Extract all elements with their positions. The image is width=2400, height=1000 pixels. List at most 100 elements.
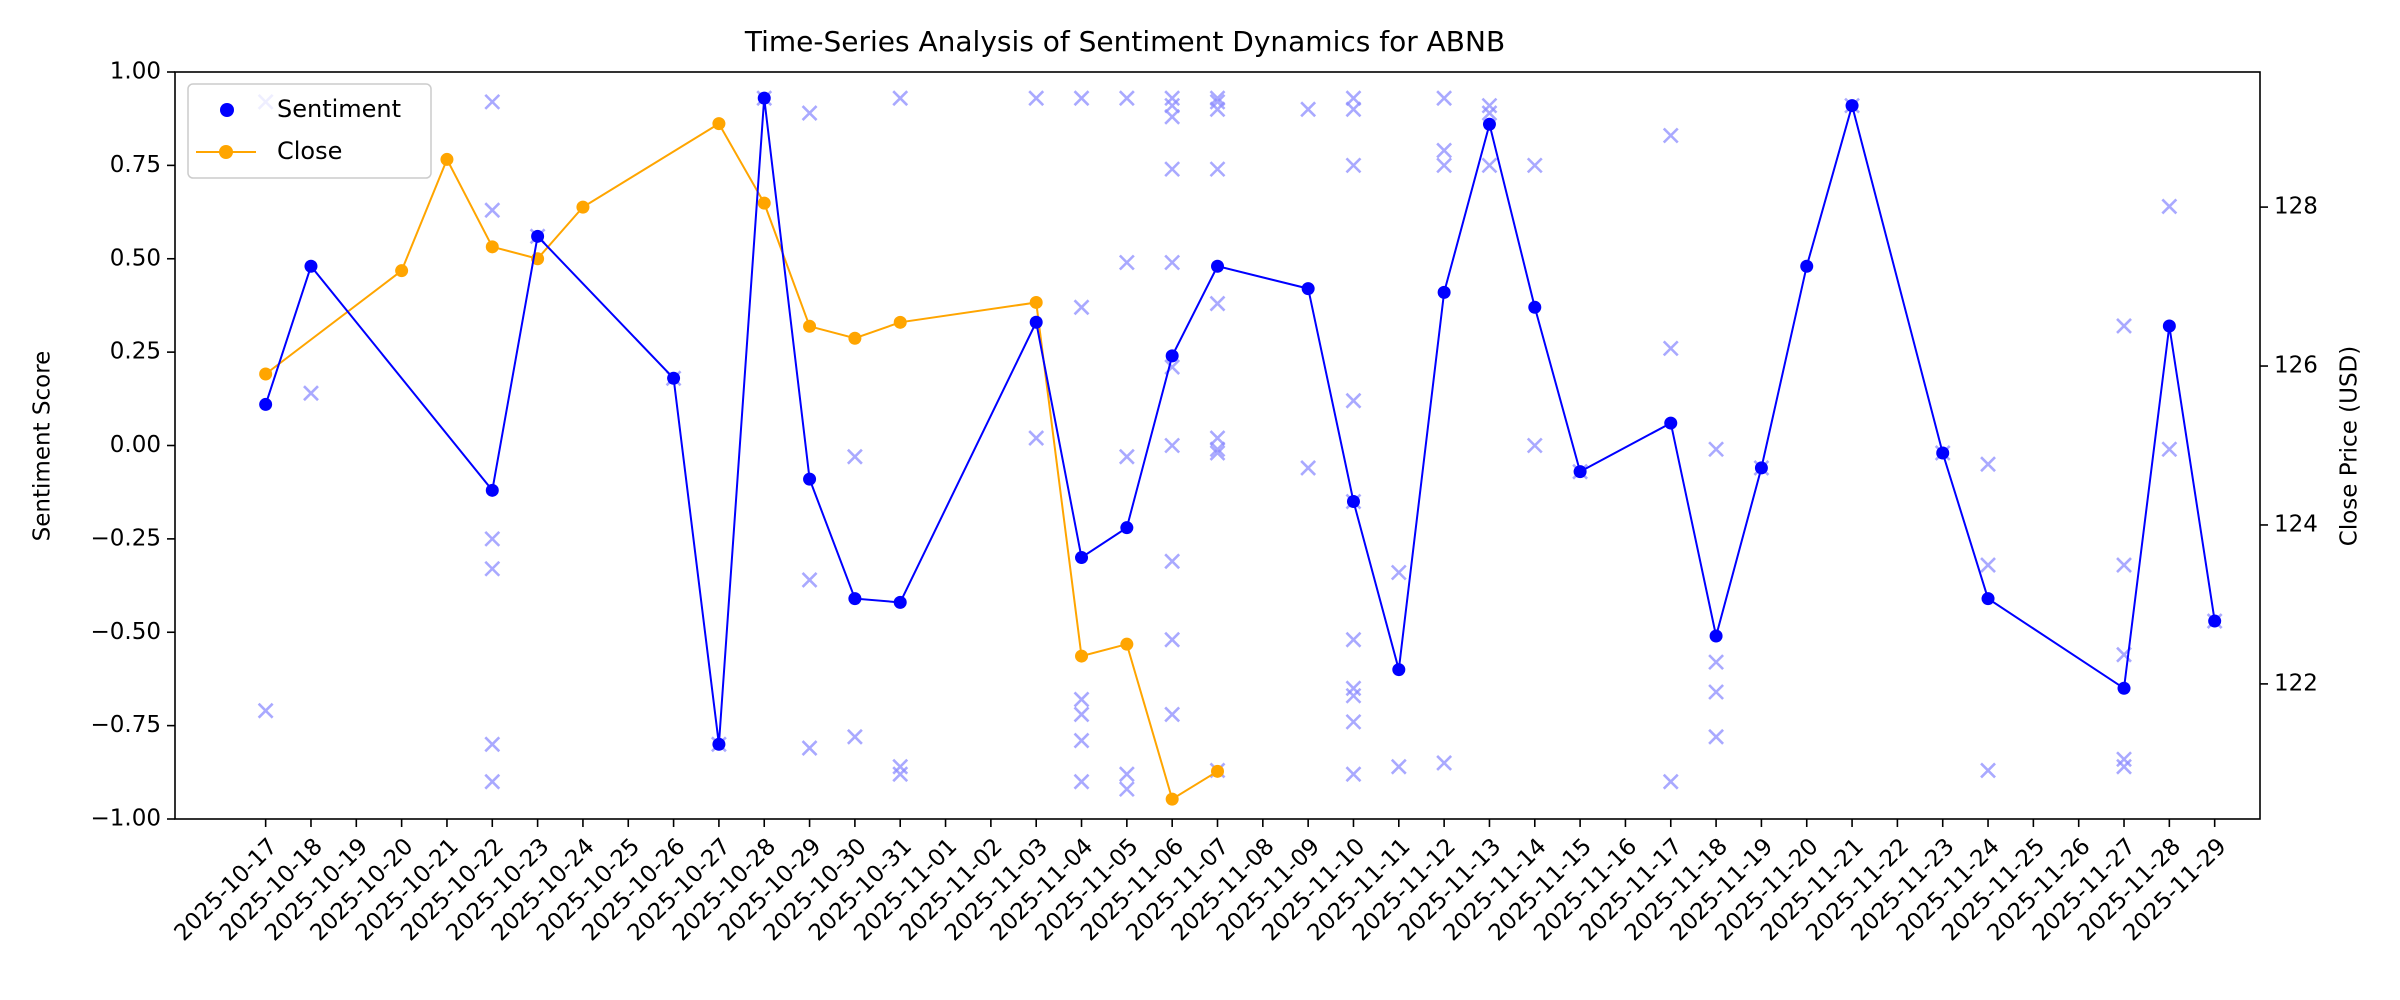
y2-tick-label: 126 (2274, 353, 2318, 379)
sentiment-scatter-point (484, 560, 501, 577)
sentiment-scatter-point (2116, 318, 2132, 334)
sentiment-scatter-point (1390, 564, 1407, 581)
sentiment-scatter-point (484, 773, 501, 790)
sentiment-scatter-point (1118, 90, 1135, 107)
sentiment-point (667, 371, 681, 385)
sentiment-scatter-point (1390, 758, 1407, 775)
sentiment-point (259, 397, 273, 411)
sentiment-scatter-point (1345, 766, 1362, 783)
y-tick-label: 1.00 (110, 59, 161, 85)
sentiment-scatter-point (1662, 127, 1679, 144)
y-tick-label: −0.75 (91, 712, 161, 738)
sentiment-scatter-point (1073, 706, 1090, 723)
sentiment-point (1437, 285, 1451, 299)
sentiment-scatter-point (1481, 105, 1498, 122)
sentiment-scatter-point (1345, 680, 1362, 697)
sentiment-scatter-point (1708, 441, 1725, 458)
sentiment-scatter-point (846, 728, 863, 745)
sentiment-scatter-point (484, 530, 501, 547)
close-point (1075, 649, 1089, 663)
y-tick-label: −0.25 (91, 525, 161, 551)
sentiment-scatter-point (1073, 732, 1090, 749)
sentiment-point (1211, 259, 1224, 273)
y2-tick-label: 124 (2274, 511, 2318, 537)
sentiment-scatter-point (2116, 557, 2132, 573)
sentiment-scatter-point (1345, 392, 1362, 409)
sentiment-scatter-point (1436, 157, 1453, 174)
sentiment-scatter-point (1118, 781, 1135, 798)
sentiment-scatter-point (1345, 157, 1362, 174)
y-tick-label: 0.00 (110, 432, 161, 458)
sentiment-point (1754, 461, 1768, 475)
sentiment-point (848, 592, 862, 606)
sentiment-point (1845, 99, 1859, 113)
sentiment-scatter-point (2161, 198, 2178, 215)
sentiment-scatter-point (1209, 90, 1226, 107)
sentiment-point (1029, 315, 1043, 329)
sentiment-scatter-point (1345, 713, 1362, 730)
close-point (1029, 295, 1043, 309)
sentiment-scatter-point (1028, 430, 1045, 446)
sentiment-scatter-point (1118, 766, 1135, 783)
sentiment-scatter-point (1209, 430, 1226, 446)
sentiment-point (803, 472, 817, 486)
y2-axis-label: Close Price (USD) (2337, 346, 2363, 546)
legend-sentiment-marker (220, 103, 234, 117)
close-point (259, 367, 273, 381)
sentiment-scatter-point (1164, 108, 1181, 125)
close-point (893, 315, 907, 329)
sentiment-scatter-point (1028, 90, 1045, 107)
sentiment-scatter-point (801, 572, 818, 588)
sentiment-scatter-point (1662, 340, 1679, 357)
close-series-line (265, 122, 1219, 801)
sentiment-scatter-point (1164, 437, 1181, 454)
sentiment-scatter-point (801, 105, 818, 122)
sentiment-scatter-point (1436, 90, 1453, 107)
sentiment-scatter-point (1164, 631, 1181, 648)
chart-title: Time-Series Analysis of Sentiment Dynami… (744, 25, 1505, 58)
close-point (576, 200, 590, 214)
sentiment-scatter-point (1526, 157, 1543, 174)
sentiment-point (2208, 614, 2222, 628)
close-point (848, 331, 862, 345)
sentiment-scatter-point (1708, 728, 1725, 745)
sentiment-scatter-point (892, 758, 909, 775)
sentiment-scatter-point (1345, 101, 1362, 118)
sentiment-point (1800, 259, 1814, 273)
sentiment-scatter-point (1164, 553, 1181, 570)
y-tick-label: −0.50 (91, 619, 161, 645)
sentiment-scatter-point (1164, 254, 1181, 271)
sentiment-scatter-point (484, 736, 501, 753)
y-tick-label: 0.75 (110, 152, 161, 178)
sentiment-scatter-point (892, 90, 909, 107)
sentiment-scatter-point (1708, 654, 1725, 671)
sentiment-series-line (264, 97, 2216, 745)
legend-box (187, 83, 432, 179)
sentiment-scatter-point (1073, 691, 1090, 708)
sentiment-scatter-point (1164, 706, 1181, 723)
y2-tick-label: 122 (2274, 670, 2318, 696)
sentiment-scatter-point (1073, 773, 1090, 790)
sentiment-scatter-point (1164, 161, 1181, 178)
sentiment-scatter-point (1526, 437, 1543, 454)
sentiment-scatter-point (1980, 762, 1996, 779)
sentiment-scatter-point (1436, 755, 1453, 771)
legend-close-marker (219, 145, 233, 159)
sentiment-scatter-point (1300, 101, 1317, 118)
sentiment-scatter-point (303, 385, 319, 402)
close-point (1165, 792, 1179, 806)
sentiment-scatter-point (1481, 157, 1498, 174)
sentiment-point (304, 259, 318, 273)
close-point (757, 196, 771, 210)
sentiment-scatter-point (1118, 448, 1135, 465)
close-point (712, 117, 726, 131)
sentiment-point (1936, 446, 1950, 460)
sentiment-scatter-point (1164, 97, 1181, 114)
sentiment-point (2162, 319, 2176, 333)
legend-close-label: Close (277, 137, 342, 165)
sentiment-scatter-point (1209, 93, 1226, 110)
sentiment-scatter-point (1164, 90, 1181, 107)
sentiment-point (485, 483, 499, 497)
